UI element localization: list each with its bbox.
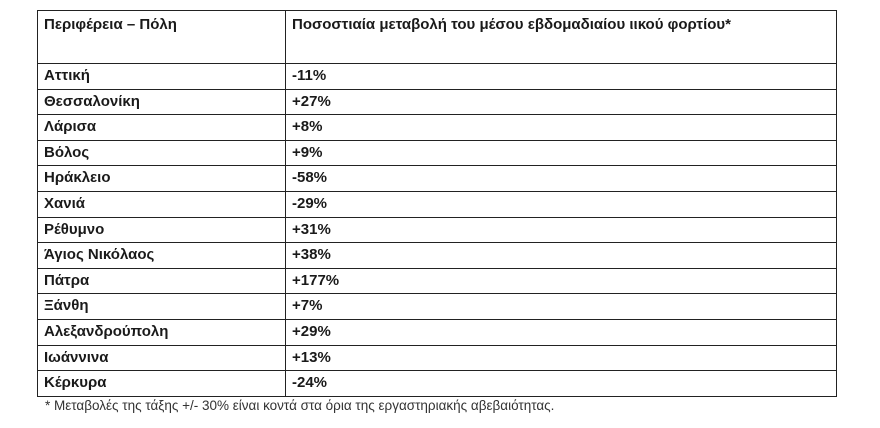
change-cell: +27% xyxy=(285,88,837,116)
change-cell: +9% xyxy=(285,139,837,167)
table-row: Βόλος +9% xyxy=(37,139,837,167)
table-row: Ρέθυμνο +31% xyxy=(37,216,837,244)
city-cell: Ηράκλειο xyxy=(37,165,286,192)
city-cell: Άγιος Νικόλαος xyxy=(37,242,286,269)
city-cell: Θεσσαλονίκη xyxy=(37,88,286,116)
city-cell: Ρέθυμνο xyxy=(37,216,286,244)
header-region-city: Περιφέρεια – Πόλη xyxy=(37,10,286,64)
header-percent-change: Ποσοστιαία μεταβολή του μέσου εβδομαδιαί… xyxy=(285,10,837,64)
city-cell: Ιωάννινα xyxy=(37,344,286,372)
header-row: Περιφέρεια – Πόλη Ποσοστιαία μεταβολή το… xyxy=(37,10,837,64)
table-row: Κέρκυρα -24% xyxy=(37,370,837,397)
change-cell: +177% xyxy=(285,267,837,295)
footnote: * Μεταβολές της τάξης +/- 30% είναι κοντ… xyxy=(45,398,555,413)
change-cell: +29% xyxy=(285,318,837,346)
city-cell: Βόλος xyxy=(37,139,286,167)
table-row: Αττική -11% xyxy=(37,63,837,90)
table-row: Ξάνθη +7% xyxy=(37,293,837,320)
table-row: Θεσσαλονίκη +27% xyxy=(37,88,837,116)
table-row: Ηράκλειο -58% xyxy=(37,165,837,192)
city-cell: Λάρισα xyxy=(37,114,286,141)
change-cell: -58% xyxy=(285,165,837,192)
table-row: Χανιά -29% xyxy=(37,190,837,218)
change-cell: +8% xyxy=(285,114,837,141)
table-row: Ιωάννινα +13% xyxy=(37,344,837,372)
change-cell: -29% xyxy=(285,190,837,218)
city-cell: Πάτρα xyxy=(37,267,286,295)
change-cell: +7% xyxy=(285,293,837,320)
change-cell: -11% xyxy=(285,63,837,90)
change-cell: +38% xyxy=(285,242,837,269)
viral-load-table: Περιφέρεια – Πόλη Ποσοστιαία μεταβολή το… xyxy=(37,10,837,397)
change-cell: +13% xyxy=(285,344,837,372)
table-row: Αλεξανδρούπολη +29% xyxy=(37,318,837,346)
table-row: Άγιος Νικόλαος +38% xyxy=(37,242,837,269)
city-cell: Αττική xyxy=(37,63,286,90)
change-cell: +31% xyxy=(285,216,837,244)
city-cell: Αλεξανδρούπολη xyxy=(37,318,286,346)
city-cell: Ξάνθη xyxy=(37,293,286,320)
city-cell: Χανιά xyxy=(37,190,286,218)
change-cell: -24% xyxy=(285,370,837,397)
city-cell: Κέρκυρα xyxy=(37,370,286,397)
table-row: Λάρισα +8% xyxy=(37,114,837,141)
table-row: Πάτρα +177% xyxy=(37,267,837,295)
